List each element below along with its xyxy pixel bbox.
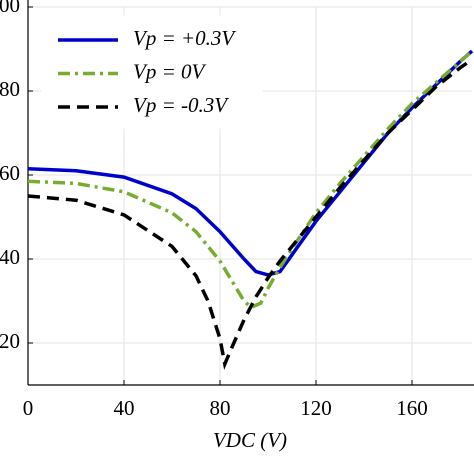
y-tick-label: 40 xyxy=(0,245,20,269)
y-tick-label: 20 xyxy=(0,329,20,353)
legend-label: Vp = 0V xyxy=(133,59,206,83)
y-tick-label: 80 xyxy=(0,77,20,101)
line xyxy=(27,49,474,310)
x-axis-label: VDC (V) xyxy=(213,428,287,452)
legend-label: Vp = -0.3V xyxy=(133,93,229,117)
x-tick-label: 120 xyxy=(300,396,332,420)
legend-box xyxy=(41,15,263,129)
x-tick-label: 80 xyxy=(210,396,231,420)
line xyxy=(27,58,474,370)
y-tick-label: 100 xyxy=(0,0,20,17)
y-tick-label: 60 xyxy=(0,161,20,185)
legend-label: Vp = +0.3V xyxy=(133,26,236,50)
x-tick-label: 40 xyxy=(114,396,135,420)
x-tick-label: 160 xyxy=(396,396,428,420)
x-tick-label: 0 xyxy=(23,396,34,420)
line xyxy=(27,49,474,277)
